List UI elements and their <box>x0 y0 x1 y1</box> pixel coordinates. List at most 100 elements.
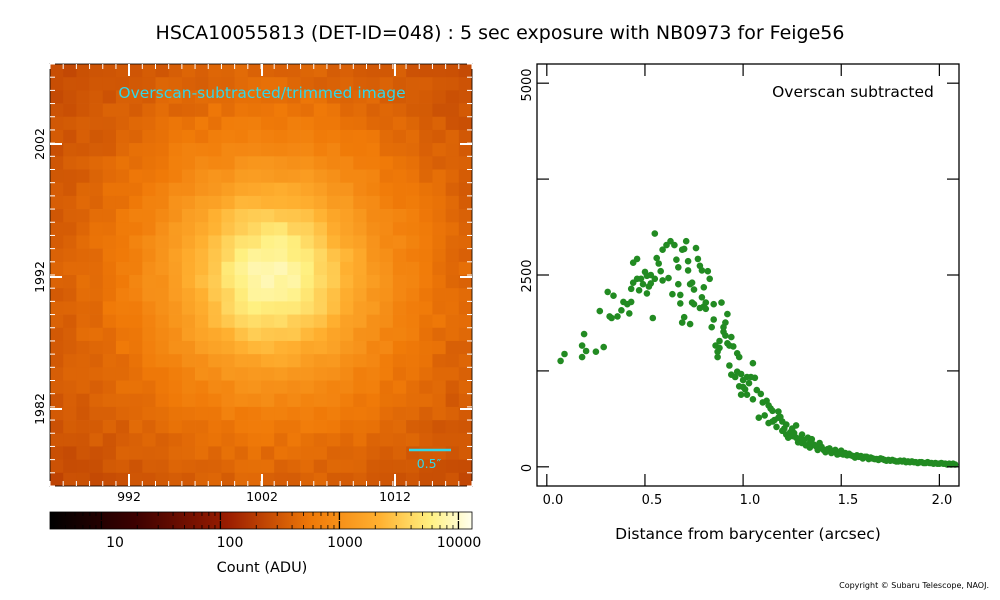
image-pixel <box>366 129 381 144</box>
image-pixel <box>379 301 394 315</box>
image-pixel <box>129 327 143 342</box>
image-pixel <box>115 433 130 447</box>
image-pixel <box>76 195 90 210</box>
image-pixel <box>313 446 328 460</box>
image-pixel <box>419 420 433 434</box>
image-pixel <box>432 261 446 276</box>
image-pixel <box>340 195 354 210</box>
image-pixel <box>392 433 407 447</box>
image-pixel <box>274 103 288 118</box>
image-pixel <box>129 156 143 170</box>
image-pixel <box>142 380 156 395</box>
image-pixel <box>445 459 460 474</box>
data-point <box>651 275 659 283</box>
image-pixel <box>208 261 222 276</box>
image-pixel <box>445 129 460 144</box>
image-pixel <box>419 288 433 302</box>
image-pixel <box>234 156 249 170</box>
image-pixel <box>221 90 235 104</box>
image-pixel <box>353 393 367 408</box>
image-pixel <box>274 169 288 184</box>
image-pixel <box>155 103 170 118</box>
image-pixel <box>234 248 249 263</box>
image-pixel <box>115 420 130 434</box>
image-pixel <box>287 103 301 118</box>
image-pixel <box>221 169 235 184</box>
image-pixel <box>406 64 420 78</box>
image-pixel <box>313 261 328 276</box>
image-pixel <box>287 327 301 342</box>
image-pixel <box>300 248 315 263</box>
image-pixel <box>340 301 354 315</box>
image-pixel <box>76 129 90 144</box>
image-pixel <box>89 129 104 144</box>
image-pixel <box>326 301 341 315</box>
image-pixel <box>313 129 328 144</box>
image-pixel <box>419 116 433 131</box>
image-pixel <box>195 169 209 184</box>
image-pixel <box>432 143 446 157</box>
image-pixel <box>63 459 77 474</box>
image-pixel <box>221 301 235 315</box>
image-pixel <box>313 420 328 434</box>
data-point <box>792 422 800 429</box>
image-pixel <box>247 195 262 210</box>
image-pixel <box>432 182 446 197</box>
image-pixel <box>340 314 354 329</box>
image-pixel <box>76 433 90 447</box>
image-pixel <box>63 314 77 329</box>
image-pixel <box>392 169 407 184</box>
image-pixel <box>300 195 315 210</box>
image-pixel <box>168 209 183 223</box>
image-pixel <box>340 261 354 276</box>
data-point <box>596 307 604 315</box>
image-pixel <box>115 195 130 210</box>
image-pixel <box>208 182 222 197</box>
image-pixel <box>115 354 130 368</box>
image-pixel <box>89 367 104 381</box>
image-pixel <box>406 182 420 197</box>
image-pixel <box>142 393 156 408</box>
radial-profile-plot: Overscan subtracted 0.0 0.5 1.0 1.5 2.0 … <box>520 63 960 543</box>
image-pixel <box>392 380 407 395</box>
image-pixel <box>313 472 328 487</box>
image-pixel <box>326 406 341 421</box>
image-pixel <box>353 380 367 395</box>
image-pixel <box>102 222 117 236</box>
image-pixel <box>274 156 288 170</box>
image-pixel <box>419 406 433 421</box>
image-pixel <box>379 182 394 197</box>
image-pixel <box>195 354 209 368</box>
image-pixel <box>102 143 117 157</box>
image-pixel <box>168 288 183 302</box>
image-pixel <box>419 182 433 197</box>
image-pixel <box>234 261 249 276</box>
image-pixel <box>102 472 117 487</box>
image-pixel <box>326 340 341 355</box>
image-pixel <box>208 90 222 104</box>
image-pixel <box>234 367 249 381</box>
image-pixel <box>115 209 130 223</box>
image-pixel <box>63 116 77 131</box>
image-pixel <box>313 406 328 421</box>
image-pixel <box>406 248 420 263</box>
image-pixel <box>247 367 262 381</box>
image-pixel <box>379 393 394 408</box>
image-pixel <box>445 90 460 104</box>
image-pixel <box>379 420 394 434</box>
image-pixel <box>63 275 77 289</box>
data-point <box>724 310 731 318</box>
image-pixel <box>181 301 196 315</box>
image-pixel <box>287 275 301 289</box>
data-point <box>680 245 688 253</box>
image-pixel <box>115 472 130 487</box>
image-pixel <box>313 182 328 197</box>
image-pixel <box>379 275 394 289</box>
image-pixel <box>261 472 275 487</box>
image-pixel <box>247 275 262 289</box>
image-pixel <box>366 393 381 408</box>
image-pixel <box>89 116 104 131</box>
image-pixel <box>366 354 381 368</box>
image-pixel <box>155 90 170 104</box>
image-pixel <box>406 209 420 223</box>
